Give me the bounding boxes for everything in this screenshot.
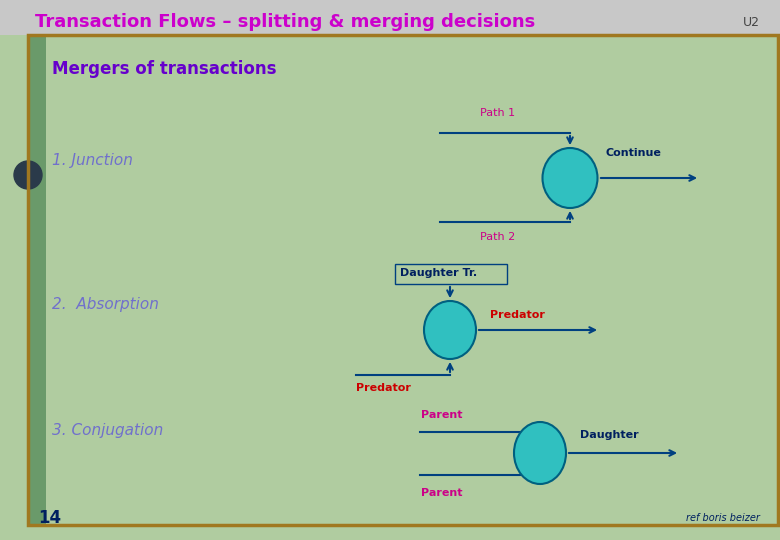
Ellipse shape xyxy=(514,422,566,484)
Text: Mergers of transactions: Mergers of transactions xyxy=(52,60,276,78)
Text: ref boris beizer: ref boris beizer xyxy=(686,513,760,523)
Ellipse shape xyxy=(543,148,597,208)
Text: Parent: Parent xyxy=(420,488,462,498)
Text: Parent: Parent xyxy=(420,410,462,420)
Text: Daughter: Daughter xyxy=(580,430,639,440)
Text: Path 2: Path 2 xyxy=(480,232,516,242)
Text: Predator: Predator xyxy=(356,383,411,393)
Text: Transaction Flows – splitting & merging decisions: Transaction Flows – splitting & merging … xyxy=(35,13,535,31)
Text: 14: 14 xyxy=(38,509,61,527)
Circle shape xyxy=(14,161,42,189)
Bar xyxy=(0,0,780,35)
Text: Daughter Tr.: Daughter Tr. xyxy=(400,268,477,278)
Text: Path 1: Path 1 xyxy=(480,108,515,118)
Text: Predator: Predator xyxy=(490,310,545,320)
Bar xyxy=(28,35,46,525)
Ellipse shape xyxy=(424,301,476,359)
Text: 2.  Absorption: 2. Absorption xyxy=(52,298,159,313)
Text: U2: U2 xyxy=(743,16,760,29)
Text: 3. Conjugation: 3. Conjugation xyxy=(52,422,163,437)
Text: Continue: Continue xyxy=(605,148,661,158)
Text: 1. Junction: 1. Junction xyxy=(52,152,133,167)
